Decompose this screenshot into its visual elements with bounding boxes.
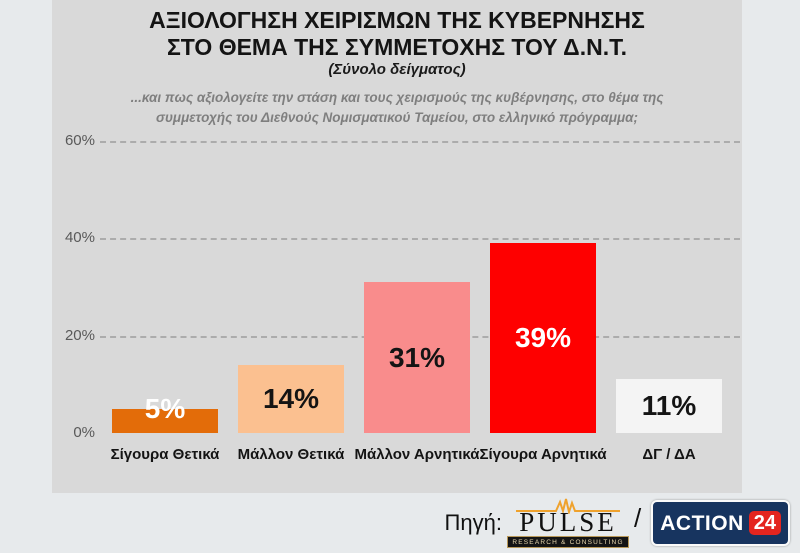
chart-bar <box>616 379 722 433</box>
y-tick-label: 40% <box>64 229 95 246</box>
gridline-40 <box>100 238 740 240</box>
category-label: Σίγουρα Θετικά <box>110 446 220 463</box>
pulse-logo-text: PULSE <box>519 507 617 537</box>
chart-title-line1: ΑΞΙΟΛΟΓΗΣΗ ΧΕΙΡΙΣΜΩΝ ΤΗΣ ΚΥΒΕΡΝΗΣΗΣ <box>149 7 645 33</box>
category-label: Μάλλον Αρνητικά <box>354 446 480 463</box>
category-label: Μάλλον Θετικά <box>237 446 345 463</box>
chart-bar <box>238 365 344 433</box>
pulse-logo: PULSE RESEARCH & CONSULTING <box>507 498 629 548</box>
gridline-60 <box>100 140 740 143</box>
y-tick-label: 0% <box>73 424 95 441</box>
chart-subtitle: (Σύνολο δείγματος) <box>328 61 466 78</box>
pulse-heartbeat-icon <box>516 498 621 514</box>
source-label: Πηγή: <box>444 510 503 535</box>
bar-value-label: 31% <box>388 341 446 373</box>
category-label: Σίγουρα Αρνητικά <box>479 446 607 463</box>
pulse-logo-tagline: RESEARCH & CONSULTING <box>507 536 629 548</box>
y-tick-label: 60% <box>64 131 95 149</box>
action24-logo-text: ACTION <box>660 511 744 535</box>
chart-title: ΑΞΙΟΛΟΓΗΣΗ ΧΕΙΡΙΣΜΩΝ ΤΗΣ ΚΥΒΕΡΝΗΣΗΣ ΣΤΟ … <box>52 7 742 61</box>
chart-bar <box>364 282 470 433</box>
survey-question-line1: ...και πως αξιολογείτε την στάση και του… <box>130 90 664 105</box>
survey-question: ...και πως αξιολογείτε την στάση και του… <box>52 88 742 128</box>
chart-bar <box>112 409 218 433</box>
y-tick-label: 20% <box>64 326 95 344</box>
chart-slide: ΑΞΙΟΛΟΓΗΣΗ ΧΕΙΡΙΣΜΩΝ ΤΗΣ ΚΥΒΕΡΝΗΣΗΣ ΣΤΟ … <box>52 0 742 493</box>
category-label: ΔΓ / ΔΑ <box>642 446 696 463</box>
bar-chart-plot-area: 0% 20% 40% 60% 5% Σίγουρα Θετικά 14% Μάλλον Θετ… <box>52 0 742 493</box>
bar-value-label: 39% <box>514 322 572 353</box>
action24-logo-number: 24 <box>748 511 781 535</box>
bar-value-label: 11% <box>641 390 697 421</box>
survey-question-line2: συμμετοχής του Διεθνούς Νομισματικού Ταμ… <box>155 110 639 125</box>
action24-logo: ACTION 24 <box>651 500 790 546</box>
chart-title-line2: ΣΤΟ ΘΕΜΑ ΤΗΣ ΣΥΜΜΕΤΟΧΗΣ ΤΟΥ Δ.Ν.Τ. <box>166 34 628 60</box>
logo-separator: / <box>634 502 642 533</box>
bar-value-label: 5% <box>144 393 186 424</box>
source-footer: Πηγή: PULSE RESEARCH & CONSULTING / ACTI… <box>445 496 790 550</box>
chart-bar <box>490 243 596 433</box>
bar-value-label: 14% <box>262 383 320 414</box>
